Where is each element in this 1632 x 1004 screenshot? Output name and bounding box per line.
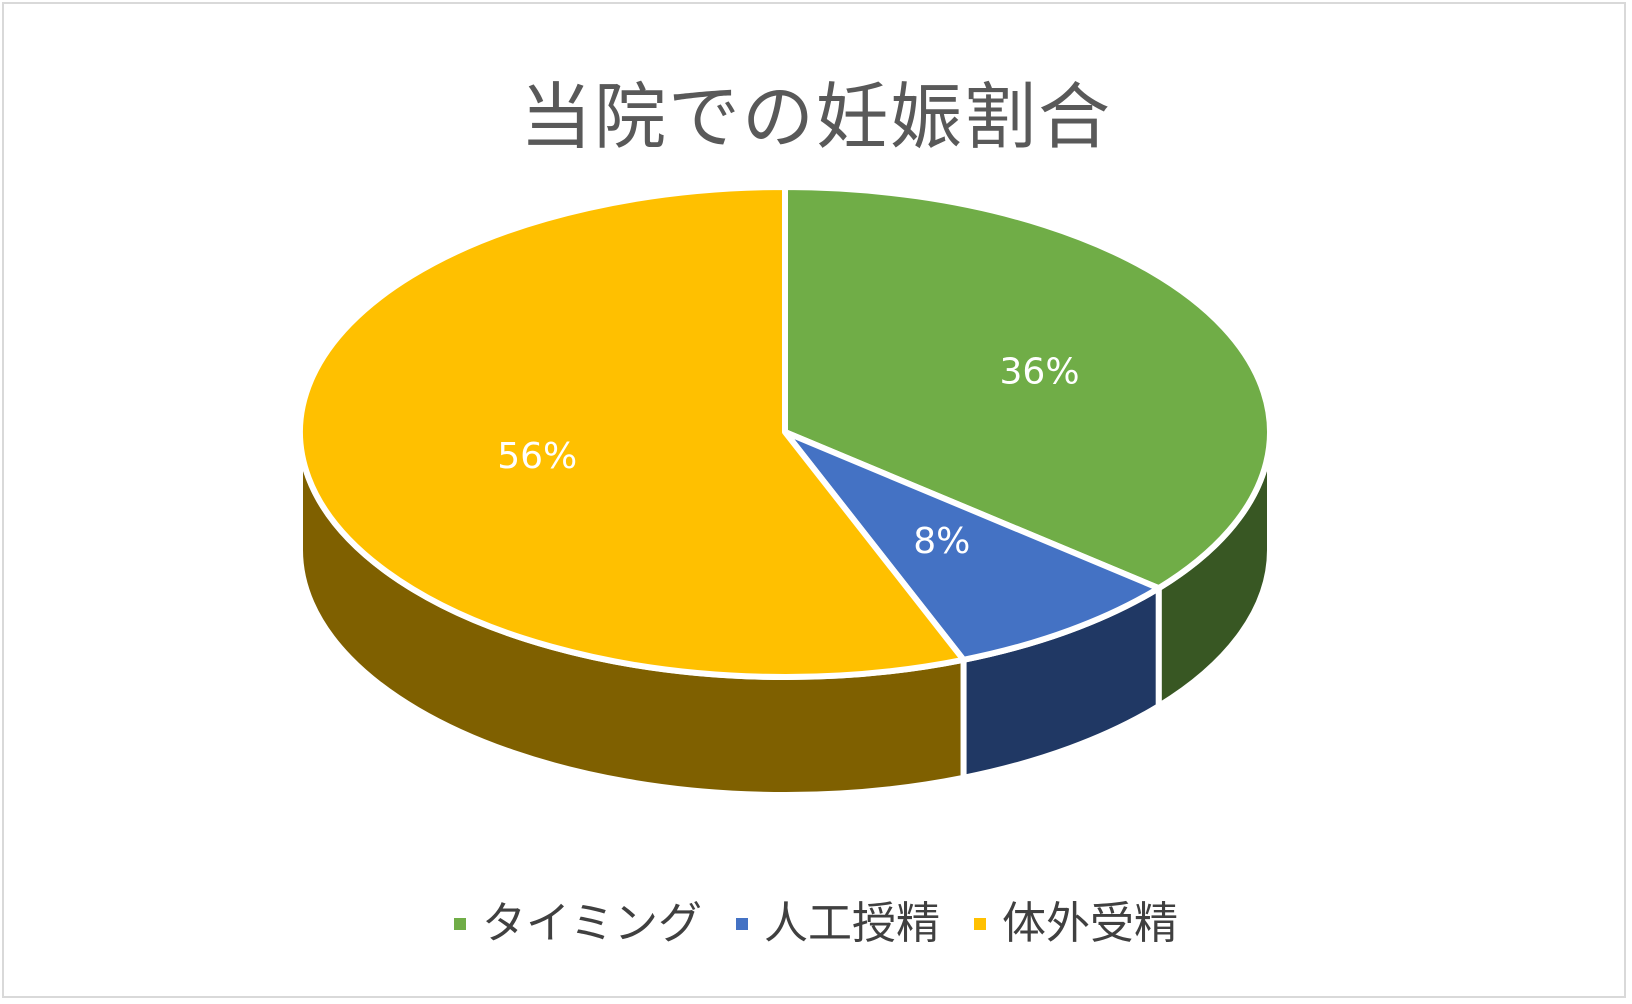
legend-item-ivf: 体外受精 <box>974 898 1178 950</box>
pie-sides <box>297 429 1273 799</box>
legend: タイミング 人工授精 体外受精 <box>0 898 1632 950</box>
legend-label-ivf: 体外受精 <box>1002 898 1178 949</box>
legend-label-artificial-insemination: 人工授精 <box>764 898 940 949</box>
legend-label-timing: タイミング <box>482 898 702 949</box>
pie-slice-timing <box>782 184 1273 592</box>
data-label-timing: 36% <box>1000 352 1080 393</box>
pie-slice-artificial-insemination <box>782 429 1162 663</box>
pie-top-slices <box>297 184 1273 680</box>
pie-data-labels: 36% 8% 56% <box>497 352 1079 563</box>
legend-item-artificial-insemination: 人工授精 <box>736 898 940 950</box>
legend-swatch-artificial-insemination <box>736 918 748 930</box>
chart-title: 当院での妊娠割合 <box>519 75 1112 159</box>
data-label-ivf: 56% <box>497 436 577 477</box>
data-label-artificial-insemination: 8% <box>913 521 970 562</box>
legend-item-timing: タイミング <box>454 898 702 950</box>
legend-swatch-ivf <box>974 918 986 930</box>
pie-slice-ivf <box>297 184 967 680</box>
legend-swatch-timing <box>454 918 466 930</box>
